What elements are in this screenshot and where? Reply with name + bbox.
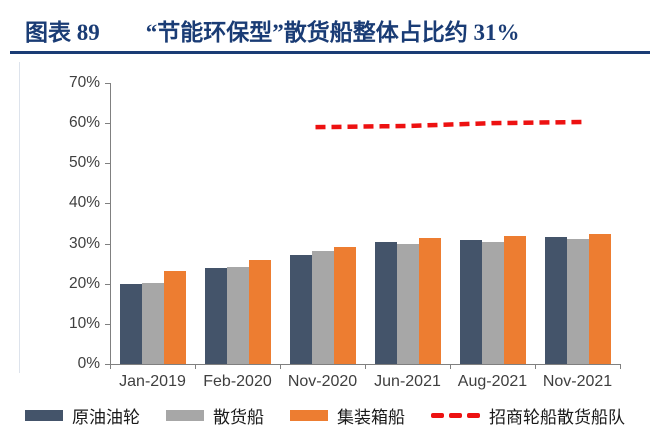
figure-caption: “节能环保型”散货船整体占比约 31%	[145, 20, 520, 45]
bar-集装箱船	[503, 236, 526, 364]
x-axis	[105, 364, 620, 365]
bar-原油油轮	[374, 242, 397, 364]
legend-label: 散货船	[213, 408, 264, 427]
y-tick	[105, 203, 110, 205]
x-category-label: Jan-2019	[119, 373, 186, 390]
bar-原油油轮	[204, 268, 227, 364]
legend-item-集装箱船: 集装箱船	[290, 403, 405, 428]
y-tick-label: 30%	[68, 234, 100, 252]
legend-dash-segment	[467, 413, 480, 418]
bar-散货船	[141, 282, 164, 364]
x-tick	[535, 364, 536, 369]
bar-集装箱船	[163, 271, 186, 364]
bar-散货船	[481, 241, 504, 364]
legend-label: 集装箱船	[337, 408, 405, 427]
figure-number: 图表 89	[25, 20, 100, 45]
x-tick	[110, 364, 111, 369]
legend-dash-segment	[431, 413, 444, 418]
bar-散货船	[311, 250, 334, 364]
y-tick	[105, 243, 110, 245]
x-tick	[365, 364, 366, 369]
y-tick	[105, 123, 110, 125]
bar-散货船	[396, 243, 419, 364]
y-tick	[105, 283, 110, 285]
y-tick-label: 10%	[68, 314, 100, 332]
y-tick-label: 40%	[68, 194, 100, 212]
bar-散货船	[226, 266, 249, 364]
x-tick	[620, 364, 621, 369]
x-category-label: Nov-2021	[542, 373, 613, 390]
y-tick-label: 50%	[68, 154, 100, 172]
legend-label: 招商轮船散货船队	[489, 408, 625, 427]
page-edge-line	[19, 62, 20, 373]
x-category-label: Jun-2021	[374, 373, 441, 390]
bar-集装箱船	[588, 233, 611, 364]
legend-swatch-icon	[25, 410, 63, 421]
x-category-label: Nov-2020	[287, 373, 358, 390]
x-tick	[450, 364, 451, 369]
y-tick-label: 60%	[68, 114, 100, 132]
x-tick	[195, 364, 196, 369]
x-category-label: Aug-2021	[457, 373, 528, 390]
bar-原油油轮	[459, 239, 482, 364]
y-tick	[105, 364, 110, 365]
y-tick	[105, 323, 110, 325]
x-category-label: Feb-2020	[203, 373, 272, 390]
legend-item-原油油轮: 原油油轮	[25, 403, 140, 428]
chart-legend: 原油油轮 散货船 集装箱船 招商轮船散货船队	[0, 403, 650, 428]
legend-swatch-icon	[166, 410, 204, 421]
figure-title: 图表 89 “节能环保型”散货船整体占比约 31%	[25, 13, 520, 47]
bar-集装箱船	[333, 246, 356, 364]
legend-label: 原油油轮	[72, 408, 140, 427]
legend-item-招商轮船散货船队: 招商轮船散货船队	[431, 403, 625, 428]
bar-原油油轮	[289, 254, 312, 364]
title-underline	[10, 51, 650, 54]
legend-item-散货船: 散货船	[166, 403, 264, 428]
bar-原油油轮	[544, 236, 567, 364]
bar-原油油轮	[119, 283, 142, 364]
y-tick	[105, 163, 110, 165]
y-tick-label: 0%	[77, 355, 100, 372]
y-tick	[105, 83, 110, 84]
y-axis	[110, 83, 111, 364]
bar-散货船	[566, 239, 589, 364]
x-tick	[280, 364, 281, 369]
legend-dash-segment	[449, 413, 462, 418]
y-tick-label: 20%	[68, 274, 100, 292]
legend-dashed-line-icon	[431, 413, 480, 418]
legend-swatch-icon	[290, 410, 328, 421]
bar-集装箱船	[418, 238, 441, 364]
bar-集装箱船	[248, 259, 271, 364]
y-tick-label: 70%	[68, 74, 100, 91]
